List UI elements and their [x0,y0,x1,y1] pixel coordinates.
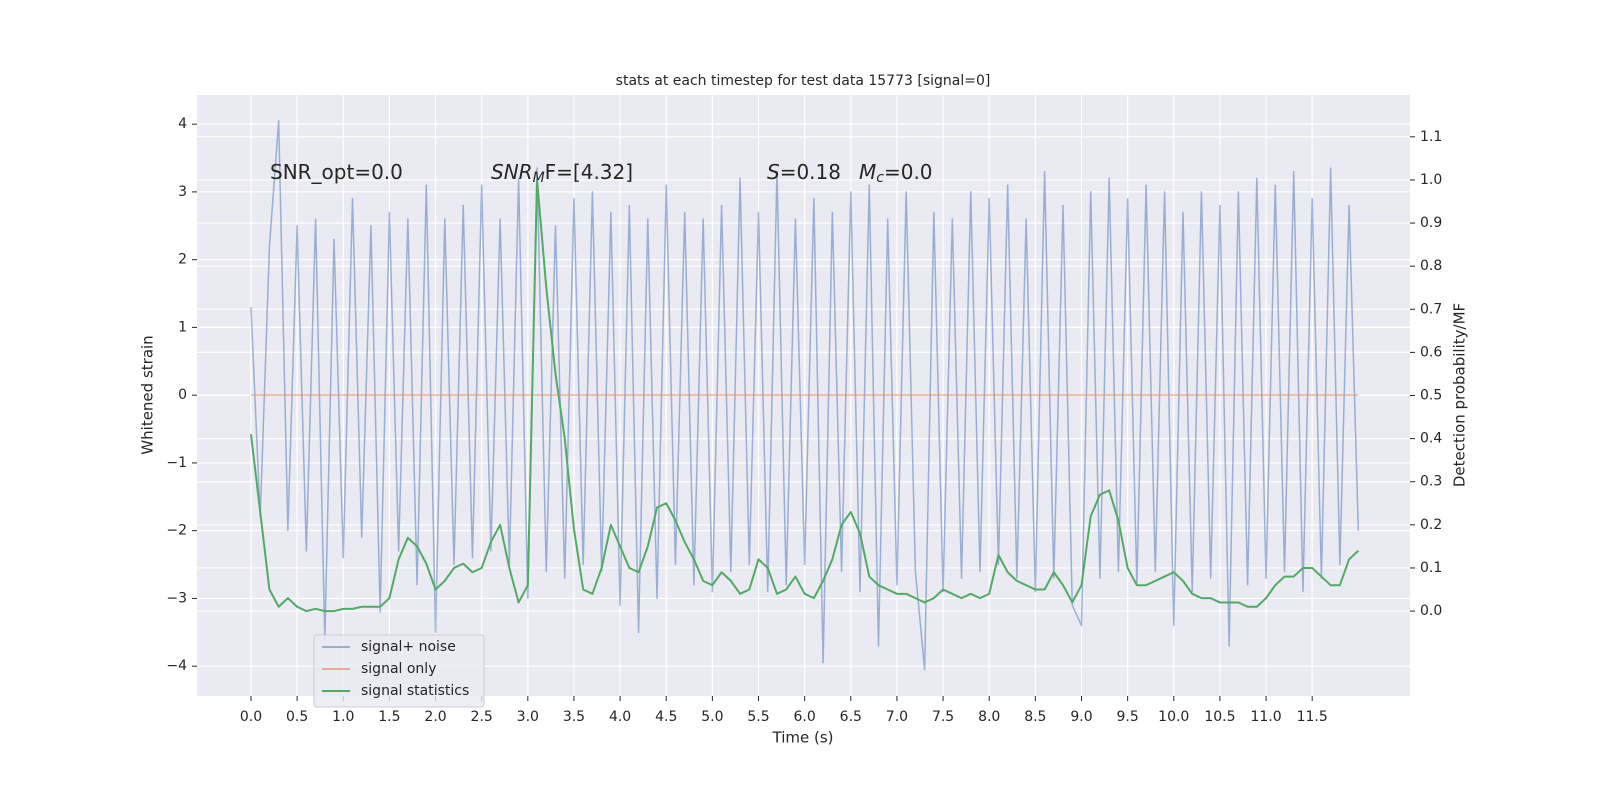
y-tick-label: 3 [178,184,187,200]
x-tick-label: 4.5 [655,709,677,725]
annotation-part: SNR_opt=0.0 [270,160,403,184]
x-tick-label: 3.0 [517,709,539,725]
x-tick-label: 6.5 [840,709,862,725]
y-tick-label: 1 [178,319,187,335]
annotation-part: M [859,160,876,184]
x-tick-label: 9.5 [1116,709,1138,725]
x-tick-label: 11.0 [1250,709,1281,725]
y-tick-label: 0 [178,387,187,403]
x-tick-label: 6.0 [794,709,816,725]
annotation-part: =0.18 [780,160,841,184]
legend-label: signal statistics [361,683,469,699]
annotation-part: =0.0 [884,160,933,184]
x-axis-label: Time (s) [772,729,834,747]
x-tick-label: 10.0 [1158,709,1189,725]
x-tick-label: 2.0 [424,709,446,725]
y2-tick-label: 0.3 [1420,474,1442,490]
x-tick-label: 8.0 [978,709,1000,725]
x-tick-label: 9.0 [1070,709,1092,725]
y-tick-label: −3 [166,590,187,606]
y-tick-label: −4 [166,658,187,674]
x-tick-label: 0.0 [240,709,262,725]
y2-tick-label: 0.8 [1420,258,1442,274]
x-tick-label: 11.5 [1297,709,1328,725]
y2-tick-label: 0.6 [1420,344,1442,360]
x-tick-label: 5.0 [701,709,723,725]
x-tick-label: 1.0 [332,709,354,725]
x-tick-label: 5.5 [747,709,769,725]
x-tick-label: 4.0 [609,709,631,725]
y2-tick-label: 0.4 [1420,431,1442,447]
x-tick-label: 8.5 [1024,709,1046,725]
annotation: Mc=0.0 [859,160,933,187]
legend-box [313,634,485,708]
y-axis-label: Whitened strain [139,335,157,454]
x-tick-label: 7.5 [932,709,954,725]
annotation: S=0.18 [767,160,841,184]
annotation-part: S [767,160,780,184]
x-tick-label: 3.5 [563,709,585,725]
annotation-part: c [876,170,884,186]
legend-label: signal only [361,661,436,677]
y-tick-label: 4 [178,116,187,132]
y2-tick-label: 0.2 [1420,517,1442,533]
y-tick-label: 2 [178,252,187,268]
x-tick-label: 7.0 [886,709,908,725]
series-line [249,178,1360,613]
y-tick-label: −1 [166,455,187,471]
chart-title: stats at each timestep for test data 157… [616,73,991,89]
x-tick-label: 1.5 [378,709,400,725]
annotation-part: F=[4.32] [545,160,633,184]
y2-tick-label: 0.9 [1420,215,1442,231]
x-tick-label: 0.5 [286,709,308,725]
y2-axis-label: Detection probability/MF [1451,303,1469,487]
y2-tick-label: 0.5 [1420,388,1442,404]
y2-tick-label: 0.1 [1420,560,1442,576]
y2-tick-label: 1.1 [1420,129,1442,145]
y2-tick-label: 0.0 [1420,603,1442,619]
x-tick-label: 10.5 [1204,709,1235,725]
annotation: SNR_opt=0.0 [270,160,403,184]
annotation: SNRMF=[4.32] [491,160,633,187]
annotation-part: M [533,170,545,186]
annotation-part: SNR [491,160,533,184]
x-tick-label: 2.5 [471,709,493,725]
y2-tick-label: 0.7 [1420,301,1442,317]
legend-label: signal+ noise [361,639,456,655]
y2-tick-label: 1.0 [1420,172,1442,188]
y-tick-label: −2 [166,523,187,539]
series-line [250,120,1360,671]
